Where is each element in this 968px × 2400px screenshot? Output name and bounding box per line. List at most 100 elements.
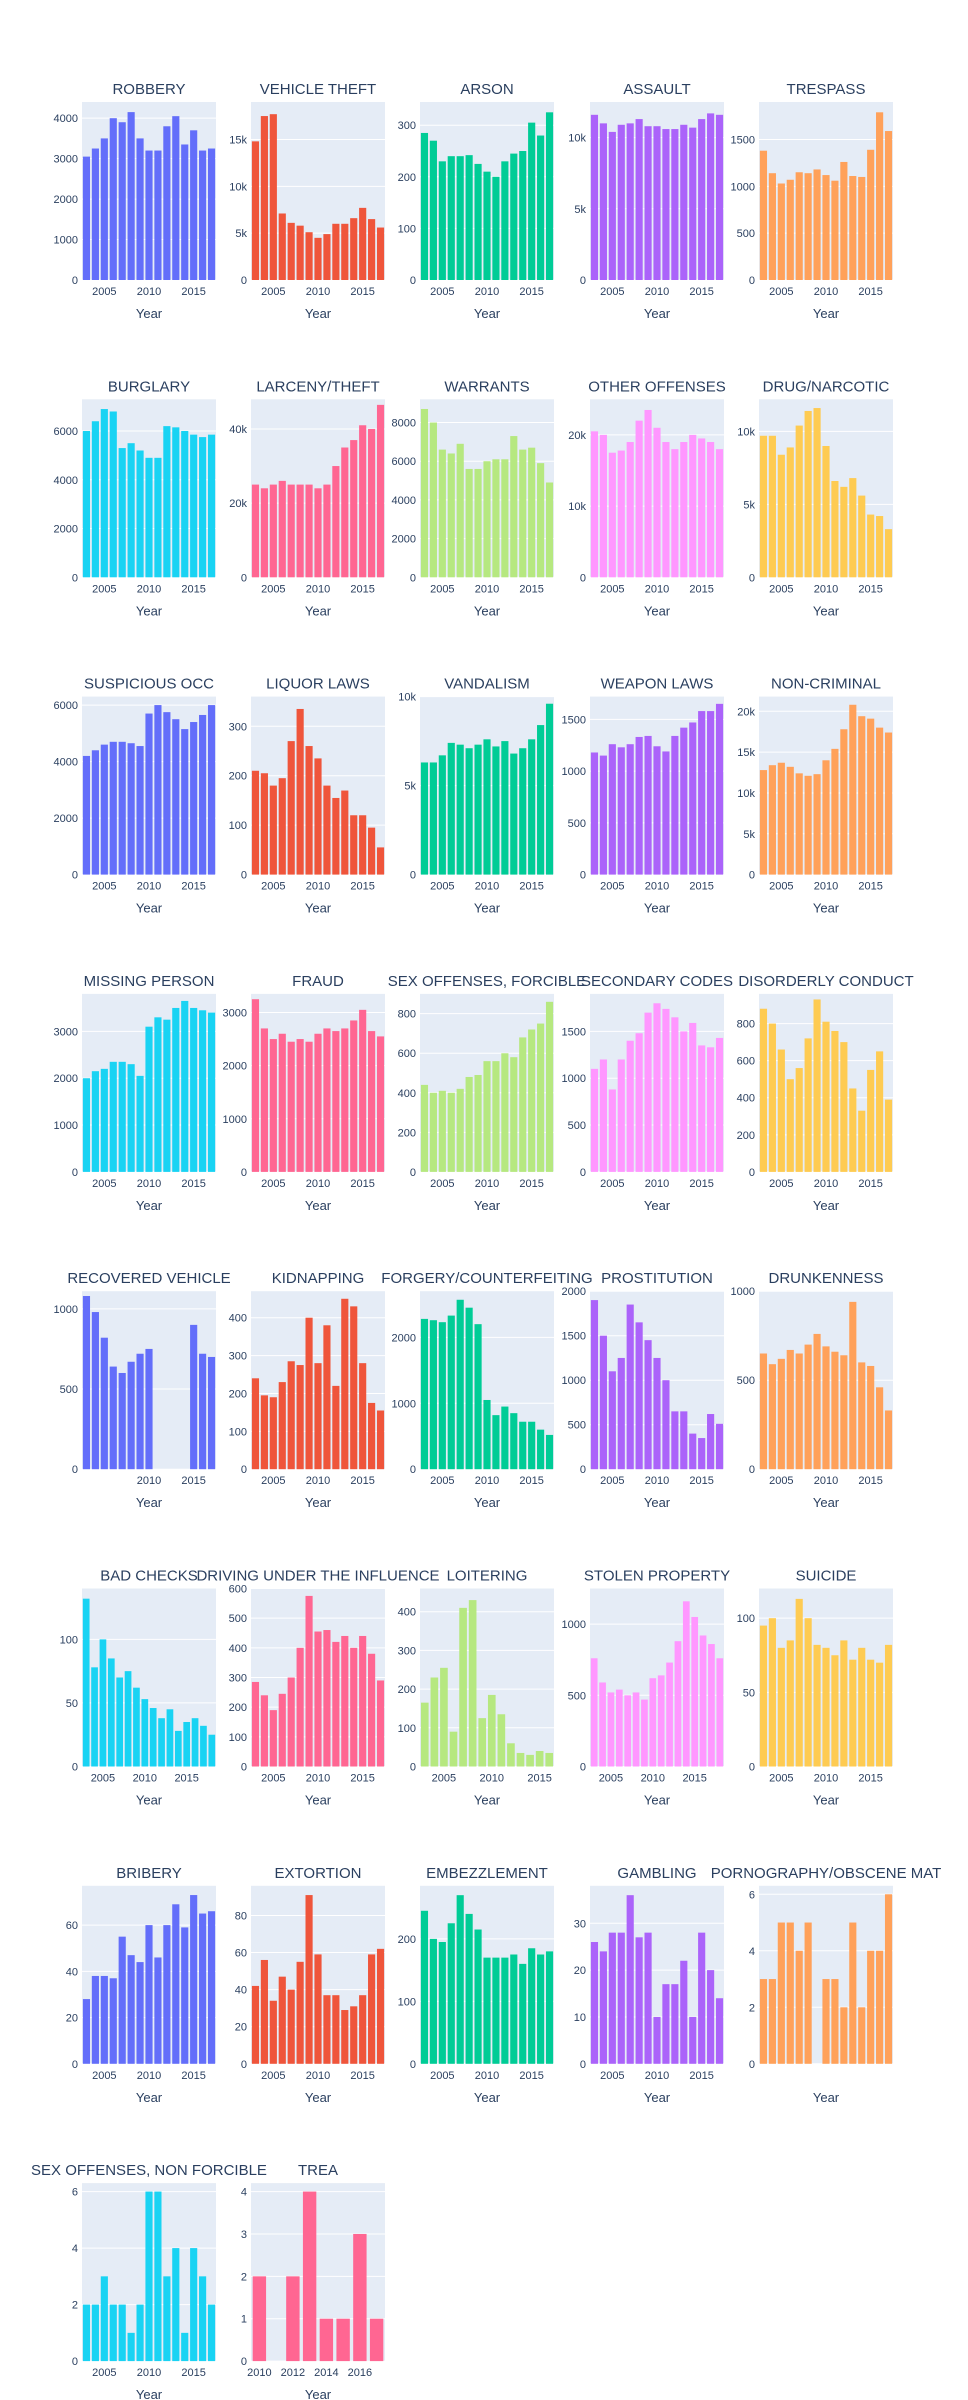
bar xyxy=(350,440,358,578)
bar xyxy=(172,2248,180,2362)
bar xyxy=(287,1041,295,1172)
bar xyxy=(813,1644,821,1767)
bar xyxy=(608,744,616,875)
x-tick-label: 2015 xyxy=(181,2367,205,2379)
x-tick-label: 2015 xyxy=(181,1178,205,1190)
x-tick-label: 2010 xyxy=(137,286,161,298)
bar xyxy=(341,1635,349,1767)
bar xyxy=(456,156,464,280)
x-tick-label: 2005 xyxy=(769,583,793,595)
bar xyxy=(91,148,99,280)
bar xyxy=(91,1312,99,1470)
bar xyxy=(644,126,652,280)
x-tick-label: 2010 xyxy=(137,2367,161,2379)
x-axis-label: Year xyxy=(136,2090,163,2105)
x-tick-label: 2015 xyxy=(689,583,713,595)
bar xyxy=(492,1957,500,2064)
x-tick-label: 2005 xyxy=(92,2367,116,2379)
bar xyxy=(786,179,794,280)
bar xyxy=(127,443,135,578)
bar xyxy=(599,1059,607,1172)
y-tick-label: 400 xyxy=(398,1607,416,1619)
bar xyxy=(876,1662,884,1767)
y-tick-label: 0 xyxy=(72,1464,78,1476)
x-tick-label: 2010 xyxy=(306,583,330,595)
y-tick-label: 20k xyxy=(737,706,755,718)
bar xyxy=(136,1075,144,1172)
y-tick-label: 500 xyxy=(737,1375,755,1387)
y-tick-label: 200 xyxy=(229,1388,247,1400)
y-tick-label: 15k xyxy=(737,747,755,759)
y-tick-label: 300 xyxy=(398,120,416,132)
y-tick-label: 1000 xyxy=(54,235,78,247)
bar xyxy=(336,2318,350,2362)
y-tick-label: 500 xyxy=(568,1120,586,1132)
x-tick-label: 2015 xyxy=(350,1178,374,1190)
x-axis-label: Year xyxy=(474,2090,501,2105)
x-tick-label: 2005 xyxy=(261,1773,285,1785)
bar xyxy=(545,1752,554,1767)
chart-title: TREA xyxy=(298,2162,338,2179)
bar xyxy=(849,478,857,578)
bar xyxy=(537,1023,545,1172)
y-tick-label: 100 xyxy=(229,820,247,832)
y-tick-label: 500 xyxy=(229,1613,247,1625)
y-tick-label: 0 xyxy=(241,275,247,287)
y-tick-label: 0 xyxy=(241,1762,247,1774)
bar xyxy=(510,753,518,875)
bar xyxy=(109,741,117,875)
bar xyxy=(858,1647,866,1767)
bar xyxy=(680,727,688,875)
y-tick-label: 0 xyxy=(241,2356,247,2368)
bar xyxy=(768,173,776,280)
bar xyxy=(376,404,385,578)
x-axis-label: Year xyxy=(136,306,163,321)
chart-title: TRESPASS xyxy=(787,81,866,98)
chart-sex-offenses-forcible: 0 200 400 600 800 2005 2010 2015 SEX OFFENSES, F… xyxy=(388,973,586,1213)
bar xyxy=(468,1600,477,1767)
y-tick-label: 500 xyxy=(568,1690,586,1702)
x-axis-label: Year xyxy=(136,1793,163,1808)
bar xyxy=(777,183,785,280)
bar xyxy=(181,729,189,875)
bar xyxy=(519,1037,527,1172)
bar xyxy=(82,1598,90,1767)
bar xyxy=(109,118,117,280)
x-axis-label: Year xyxy=(305,901,332,916)
bar xyxy=(608,1371,616,1470)
bar xyxy=(183,1722,191,1767)
bar xyxy=(519,1963,527,2064)
chart-title: FRAUD xyxy=(292,973,344,990)
bar xyxy=(305,232,313,280)
bar xyxy=(474,744,482,875)
bar xyxy=(269,1039,277,1172)
y-tick-label: 100 xyxy=(398,1723,416,1735)
bar xyxy=(876,727,884,875)
bar xyxy=(615,1689,623,1767)
y-tick-label: 2000 xyxy=(54,194,78,206)
y-tick-label: 15k xyxy=(229,134,247,146)
x-tick-label: 2010 xyxy=(814,286,838,298)
bar xyxy=(849,176,857,280)
chart-title: FORGERY/COUNTERFEITING xyxy=(381,1270,592,1287)
y-tick-label: 200 xyxy=(398,1127,416,1139)
y-tick-label: 100 xyxy=(229,1426,247,1438)
x-axis-label: Year xyxy=(813,1793,840,1808)
bar xyxy=(465,468,473,578)
bar xyxy=(777,454,785,578)
bar xyxy=(350,218,358,280)
bar xyxy=(91,750,99,875)
bar xyxy=(127,112,135,280)
bar xyxy=(876,112,884,280)
bar xyxy=(199,1913,207,2064)
bar xyxy=(154,457,162,578)
bar xyxy=(840,161,848,280)
x-tick-label: 2005 xyxy=(92,881,116,893)
y-tick-label: 2 xyxy=(241,2271,247,2283)
bar xyxy=(305,484,313,578)
bar xyxy=(109,1366,117,1470)
x-tick-label: 2005 xyxy=(430,286,454,298)
y-tick-label: 6 xyxy=(749,1889,755,1901)
bar xyxy=(707,113,715,280)
y-tick-label: 20 xyxy=(235,2022,247,2034)
